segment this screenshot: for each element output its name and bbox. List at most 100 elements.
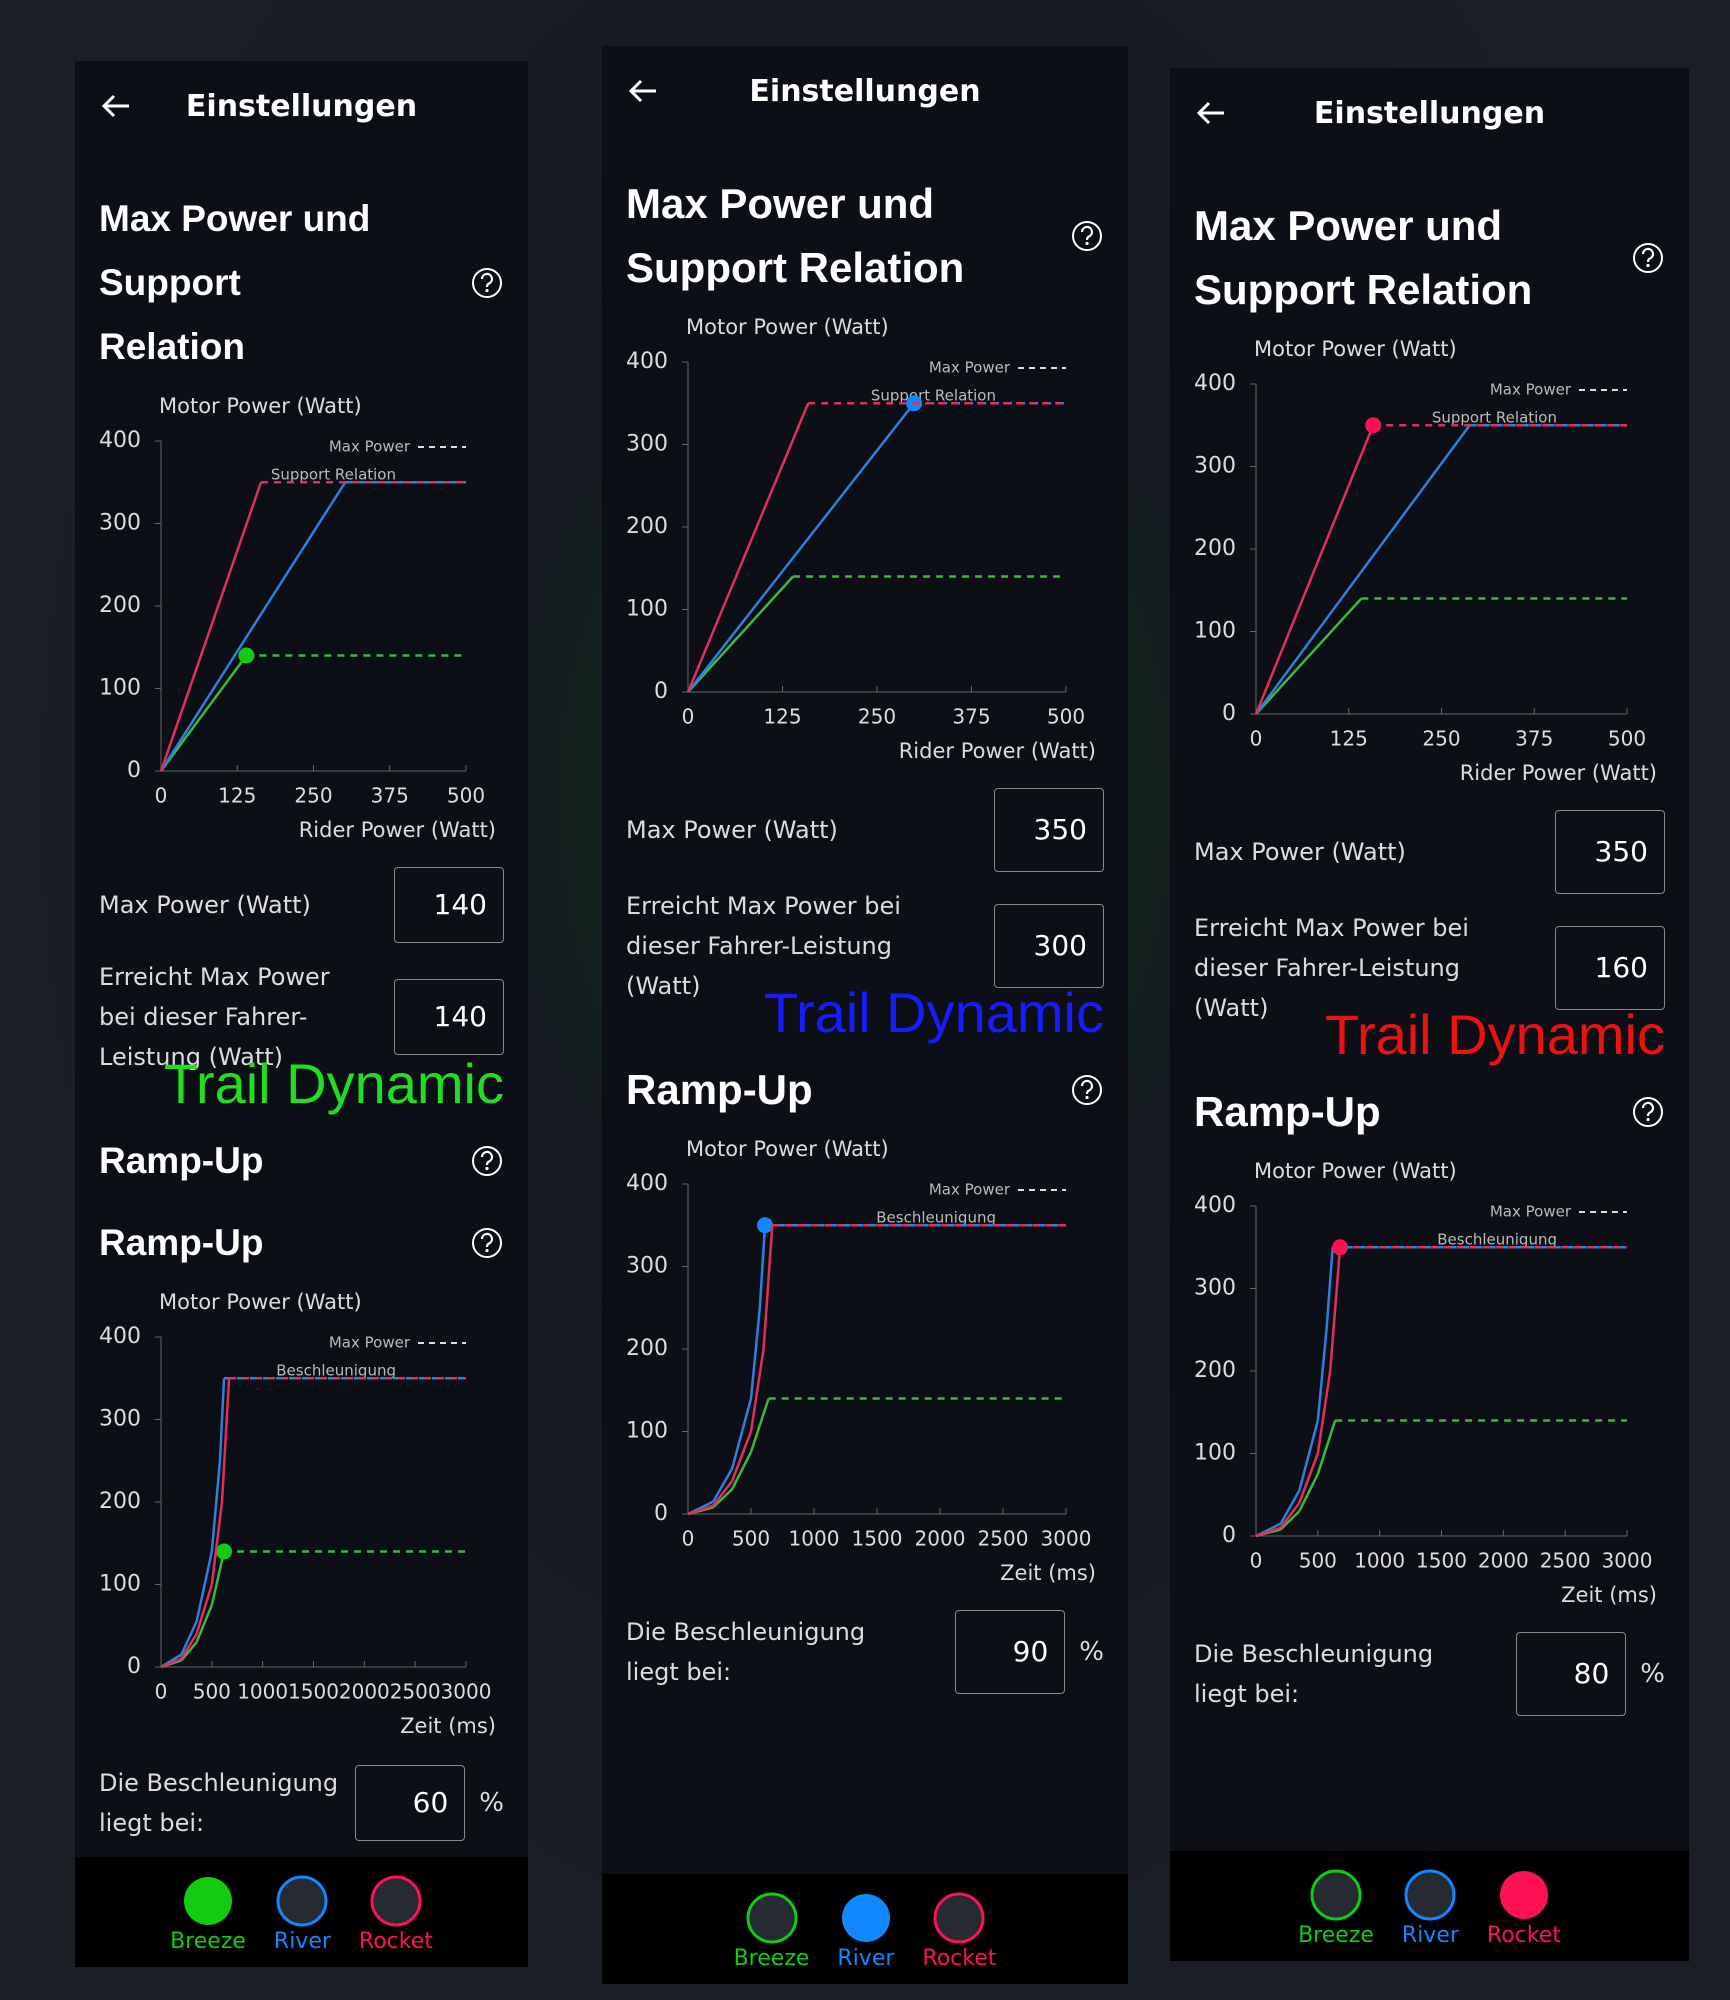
- mode-button[interactable]: Breeze: [734, 1874, 809, 1984]
- input-label: Erreicht Max Power bei dieser Fahrer-Lei…: [99, 963, 330, 1071]
- series-segment: [195, 1551, 214, 1622]
- mode-circle: [746, 1892, 797, 1944]
- help-icon[interactable]: [1070, 1073, 1104, 1107]
- overlay-caption: Trail Dynamic: [763, 981, 1104, 1044]
- phone-panel: Einstellungen Max Power und Support Relat…: [75, 61, 528, 1967]
- help-icon[interactable]: [470, 1144, 504, 1178]
- x-tick-label: 1000: [789, 1527, 840, 1551]
- series-segment: [159, 481, 263, 772]
- back-button[interactable]: [1194, 98, 1228, 128]
- mode-circle: [1499, 1871, 1548, 1919]
- input-box[interactable]: 140: [394, 979, 504, 1055]
- mode-circle: [370, 1875, 422, 1927]
- selected-point: [1365, 417, 1382, 434]
- series-segment: [1298, 1420, 1320, 1491]
- mode-button[interactable]: River: [274, 1857, 331, 1967]
- section-header: Ramp-Up: [626, 1058, 1104, 1122]
- mode-bar: Breeze River Rocket: [1170, 1851, 1689, 1961]
- input-box[interactable]: 80: [1516, 1632, 1627, 1716]
- y-tick-label: 0: [654, 679, 668, 704]
- mode-button[interactable]: River: [1402, 1851, 1459, 1961]
- series-segment: [180, 1621, 198, 1656]
- help-icon[interactable]: [1631, 1095, 1665, 1129]
- series-segment: [180, 1633, 198, 1660]
- mode-icon: [1499, 1871, 1548, 1919]
- input-group: 60%: [355, 1765, 504, 1841]
- mode-label: Rocket: [358, 1929, 433, 1954]
- y-tick-label: 400: [99, 1324, 141, 1349]
- mode-icon: [746, 1892, 797, 1944]
- x-tick-label: 375: [371, 784, 409, 808]
- y-tick-label: 0: [1222, 1523, 1236, 1548]
- x-tick-label: 2000: [915, 1527, 966, 1551]
- x-tick-label: 250: [294, 784, 332, 808]
- legend-label: Beschleunigung: [1437, 1231, 1557, 1249]
- input-box[interactable]: 140: [394, 867, 504, 943]
- help-dot: [1085, 241, 1089, 246]
- input-row: Erreicht Max Power bei dieser Fahrer-Lei…: [626, 886, 1104, 1006]
- help-icon[interactable]: [1631, 241, 1665, 275]
- help-icon[interactable]: [470, 1226, 504, 1260]
- x-axis-title: Rider Power (Watt): [1460, 761, 1657, 785]
- series-segment: [1279, 1510, 1301, 1531]
- series-segment: [159, 654, 248, 772]
- input-unit: %: [1640, 1659, 1665, 1689]
- help-ring: [472, 268, 502, 298]
- mode-button[interactable]: Breeze: [1298, 1851, 1374, 1961]
- section-title: Max Power und Support Relation: [626, 180, 965, 291]
- input-box[interactable]: 60: [355, 1765, 466, 1841]
- help-glyph: [480, 272, 494, 288]
- series-segment: [686, 402, 810, 693]
- input-row: Max Power (Watt) 350: [1194, 810, 1665, 894]
- back-button[interactable]: [99, 91, 133, 121]
- series-segment: [1328, 1247, 1342, 1372]
- legend-label: Max Power: [929, 1181, 1011, 1199]
- series-segment: [687, 402, 916, 693]
- x-tick-label: 1500: [1416, 1549, 1467, 1573]
- input-box[interactable]: 300: [994, 904, 1104, 988]
- input-box[interactable]: 160: [1555, 926, 1665, 1010]
- y-tick-label: 400: [1194, 1193, 1236, 1218]
- input-box[interactable]: 350: [994, 788, 1104, 872]
- mode-button[interactable]: Rocket: [922, 1874, 996, 1984]
- mode-button[interactable]: Rocket: [1487, 1851, 1561, 1961]
- x-tick-label: 1500: [288, 1680, 339, 1704]
- input-label: Die Beschleunigung liegt bei:: [626, 1618, 866, 1686]
- input-box[interactable]: 90: [955, 1610, 1066, 1694]
- input-group: 80%: [1516, 1632, 1665, 1716]
- series-segment: [749, 1398, 770, 1453]
- panel-content: Einstellungen Max Power und Support Relat…: [1170, 68, 1689, 1716]
- y-axis-title: Motor Power (Watt): [159, 1290, 362, 1314]
- help-icon[interactable]: [1070, 219, 1104, 253]
- y-axis-title: Motor Power (Watt): [1254, 337, 1457, 361]
- y-tick-label: 300: [626, 432, 668, 457]
- series-segment: [1316, 1370, 1332, 1454]
- mode-button[interactable]: Breeze: [170, 1857, 246, 1967]
- x-tick-label: 3000: [441, 1680, 492, 1704]
- x-axis-title: Rider Power (Watt): [899, 739, 1096, 763]
- mode-button[interactable]: River: [837, 1874, 894, 1984]
- x-tick-label: 375: [952, 705, 990, 729]
- y-tick-label: 400: [626, 349, 668, 374]
- series-segment: [1279, 1490, 1301, 1525]
- input-label: Die Beschleunigung liegt bei:: [1194, 1640, 1434, 1708]
- y-tick-label: 200: [1194, 1358, 1236, 1383]
- x-tick-label: 2500: [390, 1680, 441, 1704]
- series-segment: [687, 1504, 714, 1516]
- y-tick-label: 300: [1194, 1276, 1236, 1301]
- legend-label: Max Power: [1490, 1203, 1572, 1221]
- help-ring: [472, 1146, 502, 1176]
- series-segment: [195, 1584, 214, 1635]
- help-ring: [1633, 1097, 1663, 1127]
- input-box[interactable]: 350: [1555, 810, 1665, 894]
- back-button[interactable]: [626, 76, 660, 106]
- phone-panel: Einstellungen Max Power und Support Relat…: [1170, 68, 1689, 1961]
- section-header: Ramp-Up: [1194, 1080, 1665, 1144]
- help-dot: [485, 1166, 489, 1171]
- help-icon[interactable]: [470, 266, 504, 300]
- help-dot: [1085, 1095, 1089, 1100]
- mode-button[interactable]: Rocket: [359, 1857, 433, 1967]
- y-axis-title: Motor Power (Watt): [1254, 1159, 1457, 1183]
- y-tick-label: 300: [626, 1254, 668, 1279]
